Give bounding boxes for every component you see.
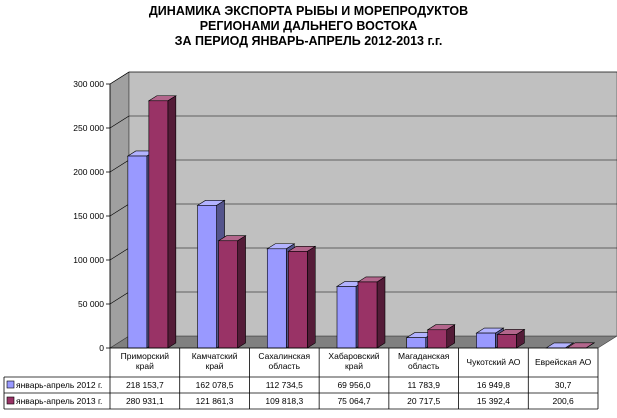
data-label: 162 078,5 bbox=[196, 380, 234, 390]
bar-side bbox=[306, 245, 316, 349]
bar-front bbox=[406, 337, 427, 349]
chart-title-line: ЗА ПЕРИОД ЯНВАРЬ-АПРЕЛЬ 2012-2013 г.г. bbox=[174, 34, 443, 48]
y-tick-label: 100 000 bbox=[73, 255, 104, 265]
bar-front bbox=[427, 329, 448, 349]
y-tick-label: 300 000 bbox=[73, 79, 104, 89]
bar bbox=[147, 95, 177, 349]
y-tick-label: 150 000 bbox=[73, 211, 104, 221]
legend-swatch bbox=[6, 380, 15, 389]
data-label: 280 931,1 bbox=[126, 396, 164, 406]
y-tick-label: 250 000 bbox=[73, 123, 104, 133]
data-label: 218 153,7 bbox=[126, 380, 164, 390]
bar-front bbox=[266, 248, 287, 349]
data-label: 75 064,7 bbox=[337, 396, 370, 406]
x-tick-label: Еврейская АО bbox=[535, 357, 592, 367]
data-label: 20 717,5 bbox=[407, 396, 440, 406]
bar-side bbox=[167, 95, 177, 349]
gridline-diagonal bbox=[109, 247, 130, 261]
legend-label: январь-апрель 2013 г. bbox=[16, 396, 102, 406]
gridline-diagonal bbox=[109, 291, 130, 305]
bar-front bbox=[197, 205, 217, 349]
bar bbox=[287, 245, 317, 349]
bar-side bbox=[237, 235, 246, 349]
x-tick-label: Чукотский АО bbox=[466, 357, 520, 367]
bar-front bbox=[127, 155, 148, 349]
bar-front bbox=[148, 100, 169, 349]
x-tick-label: Сахалинская bbox=[258, 351, 310, 361]
data-label: 200,6 bbox=[553, 396, 575, 406]
gridline-diagonal bbox=[109, 203, 130, 217]
data-label: 30,7 bbox=[555, 380, 572, 390]
bar bbox=[426, 324, 456, 349]
y-tick-label: 0 bbox=[99, 343, 104, 353]
x-tick-label: край bbox=[136, 361, 154, 371]
x-tick-label: край bbox=[345, 361, 363, 371]
data-label: 109 818,3 bbox=[265, 396, 303, 406]
chart-title-line: ДИНАМИКА ЭКСПОРТА РЫБЫ И МОРЕПРОДУКТОВ bbox=[148, 4, 469, 18]
legend-label: январь-апрель 2012 г. bbox=[16, 380, 102, 390]
data-label: 15 392,4 bbox=[477, 396, 510, 406]
data-label: 112 734,5 bbox=[266, 380, 303, 390]
bar-front bbox=[336, 286, 357, 349]
bar-front bbox=[218, 240, 238, 349]
data-table: ПриморскийкрайКамчатскийкрайСахалинскаяо… bbox=[3, 347, 599, 410]
x-tick-label: Камчатский bbox=[192, 351, 238, 361]
chart-title-line: РЕГИОНАМИ ДАЛЬНЕГО ВОСТОКА bbox=[199, 19, 418, 33]
chart-title: ДИНАМИКА ЭКСПОРТА РЫБЫ И МОРЕПРОДУКТОВ РЕ… bbox=[0, 4, 617, 49]
data-label: 16 949,8 bbox=[477, 380, 510, 390]
bar-front bbox=[497, 334, 517, 349]
legend-swatch bbox=[6, 396, 15, 405]
bar-front bbox=[476, 332, 496, 349]
bar-front bbox=[287, 251, 308, 349]
x-tick-label: Хабаровский bbox=[328, 351, 379, 361]
x-tick-label: Магаданская bbox=[398, 351, 450, 361]
x-tick-label: область bbox=[408, 361, 440, 371]
gridline-diagonal bbox=[109, 159, 130, 173]
data-label: 11 783,9 bbox=[407, 380, 440, 390]
bar-front bbox=[357, 281, 378, 349]
x-tick-label: край bbox=[206, 361, 224, 371]
bar bbox=[217, 235, 247, 349]
y-tick-label: 50 000 bbox=[78, 299, 104, 309]
x-tick-label: область bbox=[269, 361, 301, 371]
data-label: 121 861,3 bbox=[196, 396, 234, 406]
bar bbox=[496, 328, 526, 349]
data-label: 69 956,0 bbox=[337, 380, 370, 390]
gridline-diagonal bbox=[109, 71, 130, 85]
gridline-diagonal bbox=[109, 115, 130, 129]
bar-side bbox=[376, 276, 386, 349]
x-tick-label: Приморский bbox=[121, 351, 170, 361]
y-tick-label: 200 000 bbox=[73, 167, 104, 177]
bar bbox=[356, 276, 387, 349]
